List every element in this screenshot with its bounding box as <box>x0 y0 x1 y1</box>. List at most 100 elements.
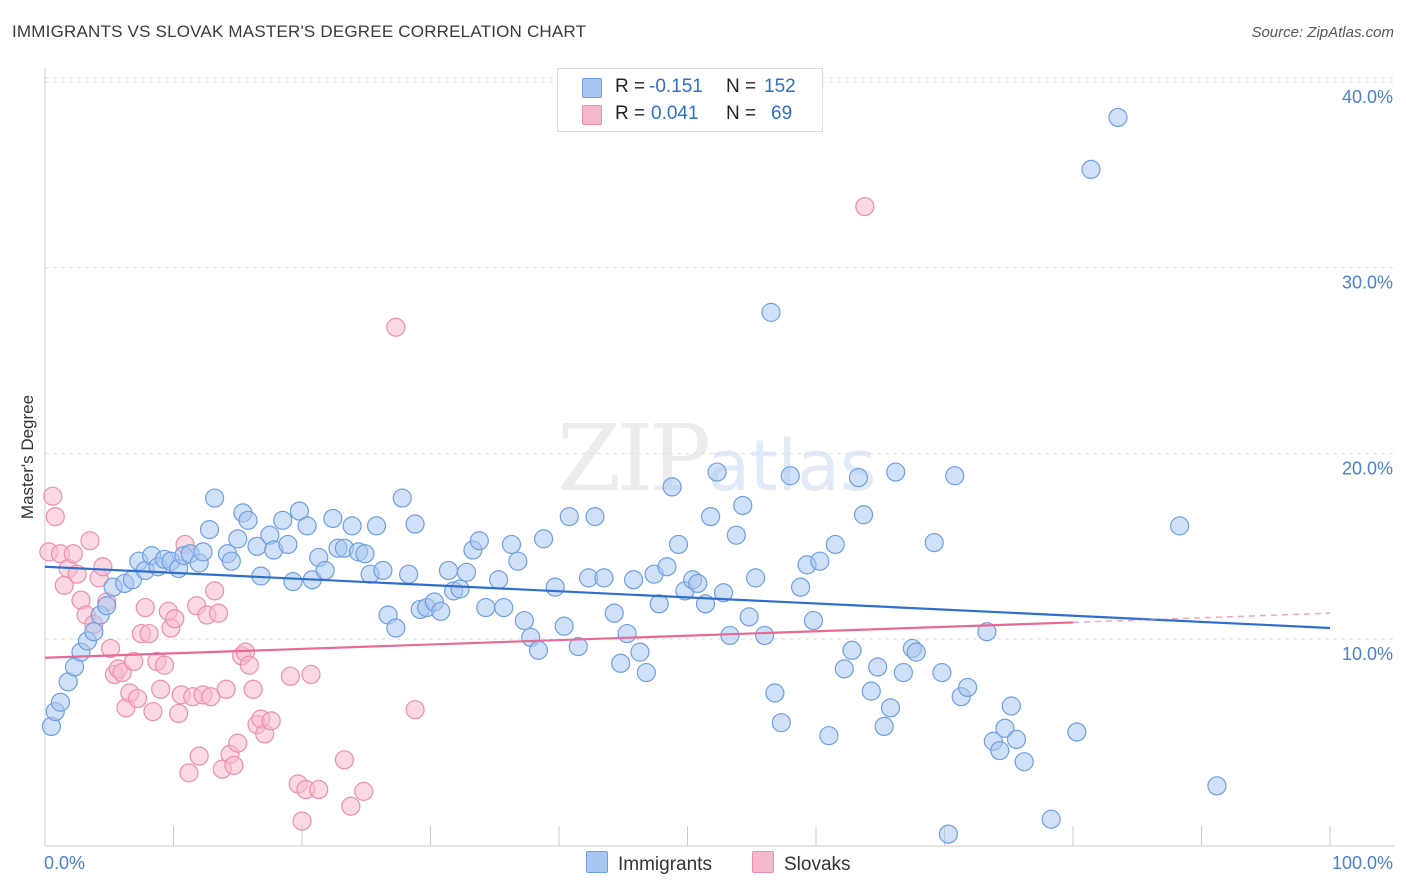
immigrants-point-51 <box>373 560 393 581</box>
immigrants-point-126 <box>893 662 913 683</box>
immigrants-point-36 <box>278 534 298 555</box>
y-tick-label-20: 20.0% <box>1342 458 1393 478</box>
immigrants-point-74 <box>528 640 549 660</box>
r-value-immigrants: -0.151 <box>649 76 703 97</box>
slovaks-point-52 <box>239 655 259 675</box>
slovaks-point-26 <box>143 701 163 722</box>
slovaks-point-53 <box>243 679 263 699</box>
slovaks-point-21 <box>124 651 144 672</box>
immigrants-point-137 <box>990 740 1010 761</box>
immigrants-point-50 <box>366 516 387 536</box>
immigrants-point-118 <box>842 640 862 660</box>
immigrants-point-132 <box>945 466 965 486</box>
immigrants-point-81 <box>585 507 605 527</box>
immigrants-point-122 <box>868 657 888 677</box>
trend-lines <box>44 565 1331 659</box>
immigrants-point-130 <box>932 662 952 683</box>
immigrants-point-125 <box>886 462 906 482</box>
x-tick-label-100: 100.0% <box>1332 853 1393 873</box>
slovaks-point-39 <box>189 746 209 766</box>
immigrants-point-88 <box>636 662 656 683</box>
immigrants-points <box>41 107 1227 844</box>
immigrants-point-85 <box>617 623 637 644</box>
slovaks-point-44 <box>208 603 229 623</box>
immigrants-point-55 <box>399 564 419 584</box>
immigrants-point-68 <box>489 570 509 590</box>
immigrants-point-71 <box>508 551 528 571</box>
immigrants-point-109 <box>771 713 791 733</box>
n-label: N = <box>726 76 757 97</box>
immigrants-point-24 <box>199 520 220 540</box>
immigrants-point-27 <box>221 551 241 571</box>
immigrants-point-39 <box>297 516 317 536</box>
immigrants-swatch <box>582 78 602 98</box>
immigrants-point-72 <box>514 610 534 631</box>
slovaks-point-62 <box>301 664 321 685</box>
y-tick-label-10: 10.0% <box>1342 644 1393 664</box>
immigrants-point-144 <box>1081 159 1101 180</box>
n-value-immigrants: 152 <box>764 76 796 97</box>
immigrants-point-30 <box>238 510 258 530</box>
stats-box: R = -0.151 N = 152 R = 0.041 N = 69 <box>557 68 823 132</box>
slovaks-point-43 <box>205 581 225 601</box>
immigrants-point-116 <box>825 534 845 555</box>
immigrants-point-37 <box>283 571 303 592</box>
r-label: R = <box>615 76 646 97</box>
slovaks-point-36 <box>179 763 199 783</box>
immigrants-point-114 <box>810 551 830 571</box>
y-tick-label-30: 30.0% <box>1342 273 1393 293</box>
immigrants-point-141 <box>1014 752 1034 772</box>
watermark-zip: ZIP <box>557 405 711 512</box>
slovaks-point-65 <box>341 796 361 816</box>
slovaks-point-22 <box>127 688 148 709</box>
immigrants-trend-line <box>44 565 1331 630</box>
immigrants-point-86 <box>623 570 644 590</box>
slovaks-point-33 <box>169 703 189 724</box>
immigrants-point-48 <box>355 544 375 564</box>
slovaks-point-63 <box>309 779 329 800</box>
slovaks-point-68 <box>405 700 425 720</box>
immigrants-point-70 <box>501 534 522 555</box>
slovaks-point-57 <box>261 711 281 731</box>
slovaks-point-2 <box>45 507 65 527</box>
immigrants-point-102 <box>726 525 746 545</box>
immigrants-point-131 <box>938 824 958 844</box>
slovaks-point-66 <box>354 781 374 801</box>
immigrants-point-38 <box>289 501 310 521</box>
immigrants-point-113 <box>803 610 824 631</box>
immigrants-point-146 <box>1170 516 1190 536</box>
legend-item-immigrants: Immigrants <box>586 851 712 876</box>
immigrants-point-124 <box>880 698 901 718</box>
immigrants-point-145 <box>1108 107 1128 128</box>
slovaks-point-6 <box>63 544 83 564</box>
slovaks-point-42 <box>201 687 221 707</box>
slovaks-point-1 <box>43 486 63 506</box>
immigrants-point-25 <box>205 488 225 508</box>
slovaks-trend-extension <box>1072 612 1331 624</box>
immigrants-point-61 <box>438 560 459 581</box>
slovaks-point-58 <box>280 666 301 686</box>
immigrants-point-76 <box>545 577 565 597</box>
immigrants-point-120 <box>853 505 874 525</box>
r-value-slovaks: 0.041 <box>651 103 699 124</box>
x-tick-label-0: 0.0% <box>44 853 85 873</box>
immigrants-point-63 <box>450 579 470 599</box>
immigrants-point-142 <box>1041 809 1061 829</box>
legend-label-slovaks: Slovaks <box>784 854 851 875</box>
slovaks-point-46 <box>216 679 236 699</box>
immigrants-point-105 <box>746 568 766 588</box>
slovaks-point-64 <box>334 750 355 770</box>
immigrants-point-60 <box>431 601 451 621</box>
immigrants-point-75 <box>533 529 554 549</box>
immigrants-point-121 <box>861 681 881 701</box>
immigrants-legend-swatch <box>586 851 608 873</box>
immigrants-point-53 <box>386 618 406 638</box>
immigrants-point-138 <box>995 718 1015 738</box>
legend-label-immigrants: Immigrants <box>618 854 712 875</box>
immigrants-point-135 <box>977 622 997 642</box>
slovaks-trend-line <box>44 621 1074 659</box>
immigrants-point-104 <box>739 607 759 627</box>
immigrants-point-119 <box>848 468 869 488</box>
slovaks-point-7 <box>67 564 87 584</box>
